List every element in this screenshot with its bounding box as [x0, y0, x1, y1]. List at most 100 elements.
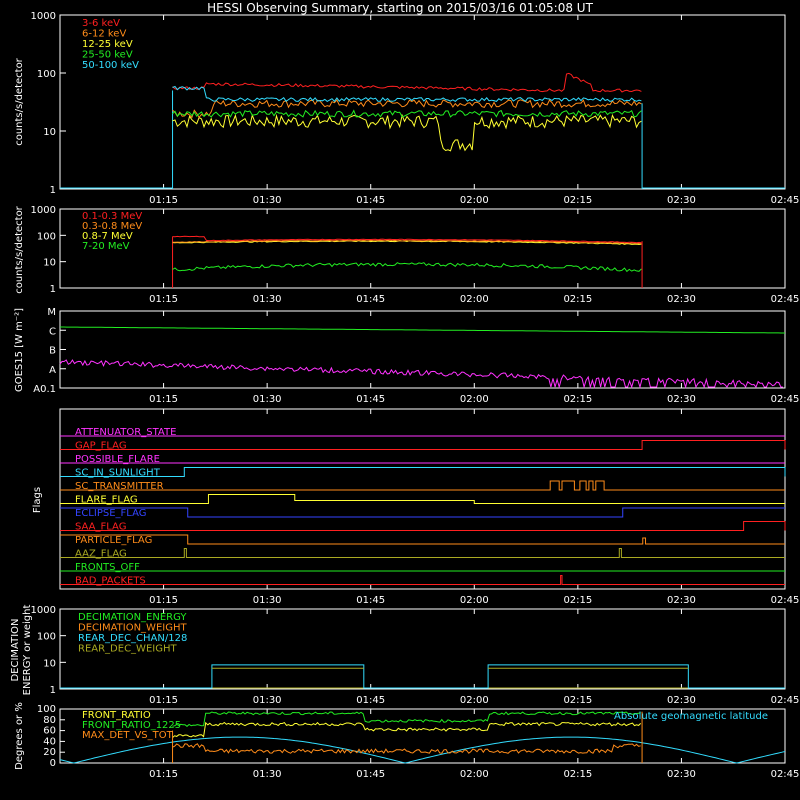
legend-entry: DECIMATION_ENERGY — [78, 612, 187, 623]
legend-entry: FRONT_RATIO — [82, 710, 151, 721]
flag-label: FRONTS_OFF — [75, 562, 140, 573]
x-tick-label: 02:15 — [563, 294, 592, 305]
flag-label: AAZ_FLAG — [75, 549, 127, 560]
x-tick-label: 02:15 — [563, 595, 592, 606]
x-tick-label: 01:30 — [253, 695, 282, 706]
series-12-25kev — [172, 113, 642, 152]
flag-trace — [60, 480, 785, 491]
panel-frame — [59, 208, 786, 289]
x-tick-label: 02:45 — [771, 195, 800, 206]
legend-entry: 0.8-7 MeV — [82, 231, 133, 242]
geomagnetic-latitude-curve — [59, 736, 786, 764]
flag-label: PARTICLE_FLAG — [75, 535, 152, 546]
legend-entry: REAR_DEC_WEIGHT — [78, 644, 177, 655]
x-tick-label: 02:00 — [460, 195, 489, 206]
y-axis-label: counts/s/detector — [14, 205, 25, 293]
x-tick-label: 01:30 — [253, 195, 282, 206]
flag-label: BAD_PACKETS — [75, 576, 146, 587]
y-tick-label: 100 — [37, 704, 56, 715]
panel-frame — [59, 608, 786, 690]
x-tick-label: 02:00 — [460, 695, 489, 706]
y-tick-label: 100 — [37, 632, 56, 643]
legend-entry: 3-6 keV — [82, 18, 120, 29]
flag-label: FLARE_FLAG — [75, 495, 138, 506]
y-tick-label: M — [47, 307, 56, 318]
flag-trace — [60, 494, 785, 504]
series-0.1-0.3mev — [172, 235, 642, 244]
flag-trace — [60, 507, 785, 518]
y-tick-label: 100 — [37, 231, 56, 242]
x-tick-label: 02:00 — [460, 294, 489, 305]
flag-trace — [60, 521, 786, 531]
x-tick-label: 01:45 — [356, 695, 385, 706]
x-tick-label: 02:45 — [771, 769, 800, 780]
flag-trace — [60, 440, 786, 450]
legend-entry: 0.3-0.8 MeV — [82, 221, 142, 232]
y-tick-label: A0.1 — [33, 384, 56, 395]
series-50-100kev — [172, 85, 642, 103]
series-3-6kev — [172, 72, 642, 93]
x-tick-label: 02:45 — [771, 595, 800, 606]
x-tick-label: 02:15 — [563, 695, 592, 706]
y-axis-label-line2: ENERGY or weight — [22, 605, 33, 696]
page-title: HESSI Observing Summary, starting on 201… — [207, 1, 593, 15]
x-tick-label: 01:30 — [253, 294, 282, 305]
series-6-12kev — [172, 99, 642, 119]
x-tick-label: 02:30 — [667, 695, 696, 706]
y-tick-label: 0 — [50, 758, 56, 769]
flag-label: POSSIBLE_FLARE — [75, 454, 160, 465]
flag-label: SAA_FLAG — [75, 522, 126, 533]
x-tick-label: 01:15 — [149, 595, 178, 606]
x-tick-label: 01:30 — [253, 595, 282, 606]
series-front-ratio-1225 — [172, 711, 641, 727]
x-tick-label: 01:45 — [356, 394, 385, 405]
flag-trace — [60, 575, 785, 585]
x-tick-label: 02:00 — [460, 394, 489, 405]
series-0.3-0.8mev — [172, 239, 642, 245]
y-tick-label: 100 — [37, 69, 56, 80]
y-tick-label: 40 — [43, 736, 56, 747]
y-axis-label: GOES15 [W m⁻²] — [14, 308, 25, 392]
panel-frame — [59, 708, 786, 764]
x-tick-label: 02:45 — [771, 294, 800, 305]
series-25-50kev — [172, 109, 642, 118]
legend-entry: REAR_DEC_CHAN/128 — [78, 633, 187, 644]
x-tick-label: 02:45 — [771, 695, 800, 706]
x-tick-label: 01:45 — [356, 595, 385, 606]
flag-label: GAP_FLAG — [75, 441, 127, 452]
y-axis-label: DECIMATION — [10, 618, 21, 681]
x-tick-label: 02:15 — [563, 394, 592, 405]
y-tick-label: 10 — [43, 658, 56, 669]
y-tick-label: 1 — [50, 185, 56, 196]
panel-frame — [59, 310, 786, 389]
x-tick-label: 01:45 — [356, 294, 385, 305]
y-tick-label: 10 — [43, 258, 56, 269]
y-tick-label: B — [49, 346, 56, 357]
geomagnetic-latitude-annotation: Absolute geomagnetic latitude — [614, 711, 768, 722]
x-tick-label: 01:15 — [149, 695, 178, 706]
x-tick-label: 01:15 — [149, 394, 178, 405]
x-tick-label: 02:15 — [563, 195, 592, 206]
y-tick-label: 1 — [50, 685, 56, 696]
y-tick-label: A — [49, 365, 56, 376]
x-tick-label: 02:00 — [460, 769, 489, 780]
legend-entry: MAX_DET_VS_TOT — [82, 730, 174, 741]
series-7-20mev — [172, 262, 642, 273]
y-tick-label: 1000 — [31, 11, 56, 22]
flag-label: SC_TRANSMITTER — [75, 481, 164, 492]
x-tick-label: 02:45 — [771, 394, 800, 405]
x-tick-label: 01:15 — [149, 294, 178, 305]
legend-entry: 6-12 keV — [82, 29, 126, 40]
x-tick-label: 02:00 — [460, 595, 489, 606]
y-tick-label: 1 — [50, 284, 56, 295]
y-tick-label: 20 — [43, 747, 56, 758]
flag-label: SC_IN_SUNLIGHT — [75, 468, 161, 479]
legend-entry: 7-20 MeV — [82, 241, 130, 252]
x-tick-label: 02:30 — [667, 294, 696, 305]
y-axis-label: counts/s/detector — [14, 57, 25, 145]
x-tick-label: 02:30 — [667, 769, 696, 780]
y-tick-label: 60 — [43, 726, 56, 737]
x-tick-label: 02:15 — [563, 769, 592, 780]
x-tick-label: 02:30 — [667, 595, 696, 606]
x-tick-label: 01:30 — [253, 394, 282, 405]
